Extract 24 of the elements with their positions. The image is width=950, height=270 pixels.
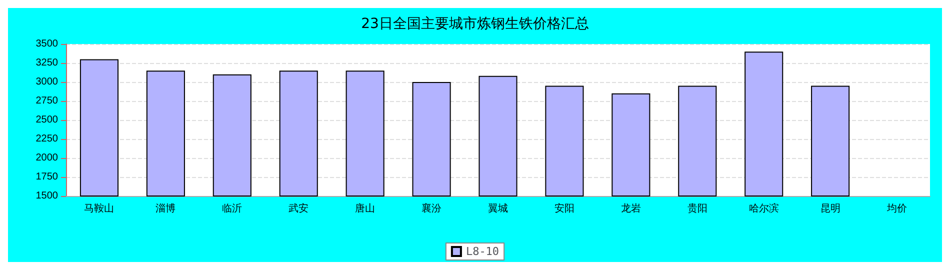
x-tick-label: 淄博 [156, 202, 176, 214]
x-tick-label: 武安 [288, 202, 309, 214]
y-tick-label: 2000 [36, 152, 58, 164]
x-tick-label: 翼城 [488, 202, 508, 214]
y-tick-label: 3250 [36, 58, 58, 68]
chart-title: 23日全国主要城市炼钢生铁价格汇总 [361, 16, 589, 32]
y-tick-label: 3500 [36, 38, 58, 50]
x-tick-label: 均价 [886, 202, 907, 214]
x-tick-label: 襄汾 [422, 202, 442, 214]
x-tick-label: 昆明 [820, 204, 840, 214]
y-tick-label: 2250 [36, 134, 58, 144]
x-tick-label: 临沂 [222, 202, 242, 214]
x-tick-label: 龙岩 [620, 202, 641, 214]
legend-label: L8-10 [466, 245, 500, 258]
x-tick-label: 贵阳 [687, 202, 708, 214]
y-tick-label: 1750 [36, 172, 58, 182]
x-tick-label: 安阳 [554, 202, 574, 214]
x-tick-label: 哈尔滨 [748, 202, 779, 214]
y-tick-label: 2750 [36, 96, 58, 106]
x-tick-label: 马鞍山 [84, 202, 114, 214]
y-tick-label: 3000 [36, 76, 58, 88]
x-tick-label: 唐山 [355, 202, 376, 214]
y-tick-label: 1500 [36, 190, 58, 202]
y-tick-label: 2500 [36, 114, 58, 126]
